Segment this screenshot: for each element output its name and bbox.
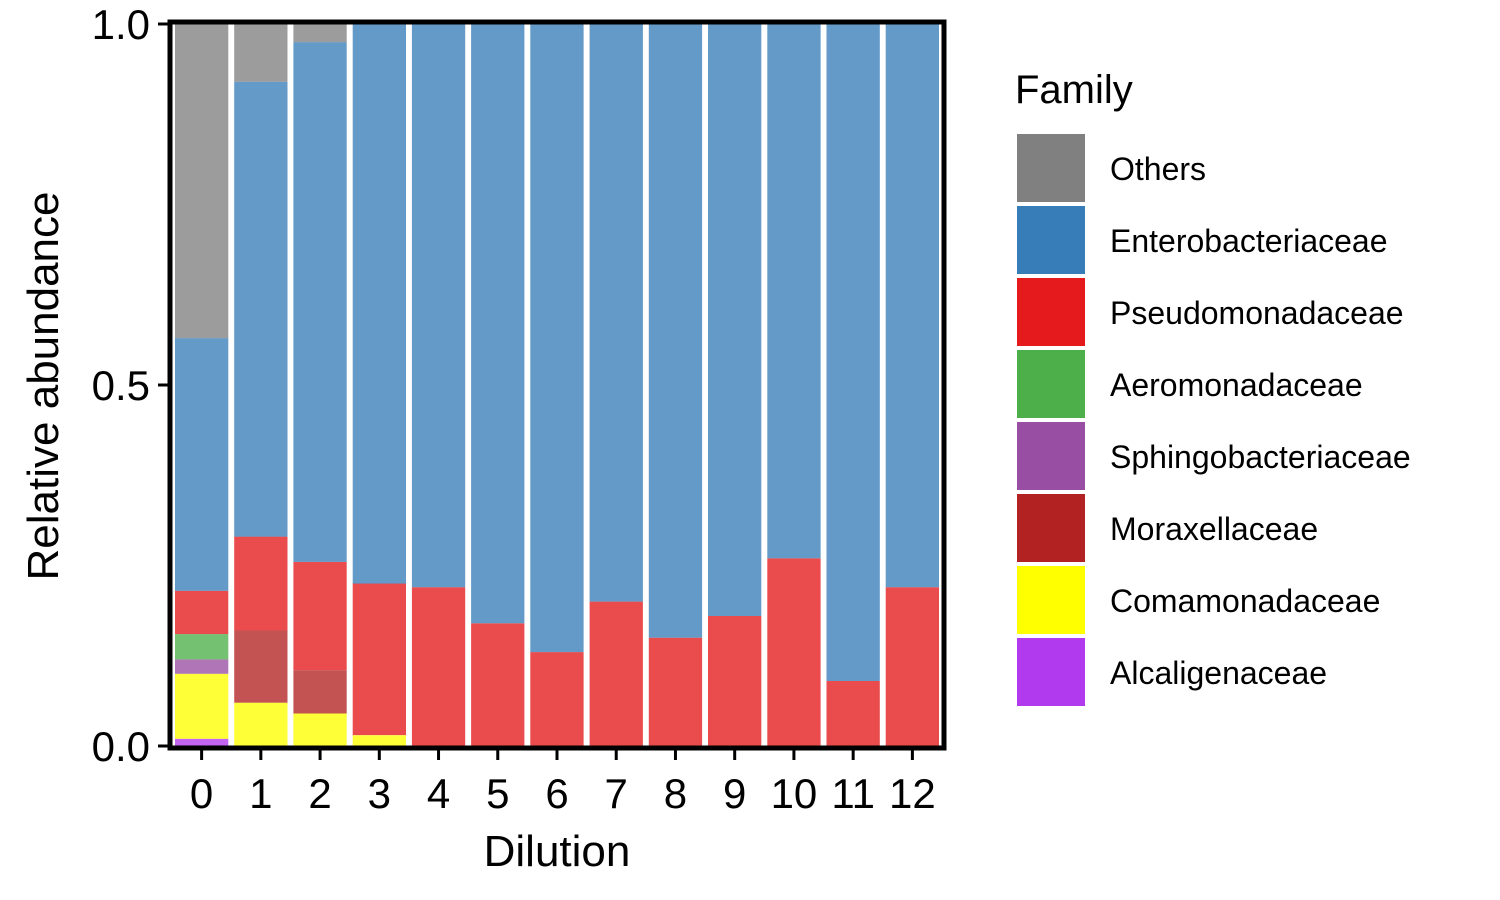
x-tick-label: 5 [486,770,509,817]
legend-swatch-comamonadaceae [1017,566,1085,634]
bar-segment-enterobacteriaceae-2 [293,42,347,562]
legend-swatch-alcaligenaceae [1017,638,1085,706]
bar-segment-enterobacteriaceae-6 [530,24,584,653]
x-tick-label: 10 [771,770,818,817]
bar-segment-comamonadaceae-3 [352,735,406,746]
bar-segment-comamonadaceae-1 [234,702,288,746]
bar-segment-pseudomonadaceae-11 [826,681,880,746]
bar-segment-pseudomonadaceae-7 [589,601,643,746]
x-tick-label: 7 [605,770,628,817]
legend-swatch-moraxellaceae [1017,494,1085,562]
x-tick-label: 12 [889,770,936,817]
x-axis-title: Dilution [484,827,631,876]
x-tick-label: 4 [427,770,450,817]
x-tick-label: 9 [723,770,746,817]
bar-segment-pseudomonadaceae-10 [767,558,821,746]
bar-segment-pseudomonadaceae-3 [352,583,406,736]
bar-segment-aeromonadaceae-0 [175,634,229,660]
bar-segment-pseudomonadaceae-9 [708,616,762,746]
bar-segment-others-0 [175,24,229,339]
bar-segment-pseudomonadaceae-4 [411,587,466,746]
bar-segment-enterobacteriaceae-9 [708,24,762,616]
x-tick-label: 3 [368,770,391,817]
bar-segment-enterobacteriaceae-5 [471,24,525,624]
bar-segment-comamonadaceae-2 [293,713,347,746]
legend-swatch-enterobacteriaceae [1017,206,1085,274]
legend-label-alcaligenaceae: Alcaligenaceae [1110,655,1327,691]
legend: Others Enterobacteriaceae Pseudomonadaceae… [1017,134,1411,706]
y-tick-label: 1.0 [92,1,150,48]
bar-segment-alcaligenaceae-0 [175,738,229,746]
bar-segment-moraxellaceae-2 [293,670,347,714]
legend-label-sphingobacteriaceae: Sphingobacteriaceae [1110,439,1411,475]
bar-segment-enterobacteriaceae-1 [234,81,288,537]
bar-segment-pseudomonadaceae-12 [885,587,939,746]
x-tick-label: 2 [308,770,331,817]
legend-swatch-others [1017,134,1085,202]
bar-segment-comamonadaceae-0 [175,673,229,739]
bar-segment-pseudomonadaceae-1 [234,536,288,631]
legend-label-comamonadaceae: Comamonadaceae [1110,583,1380,619]
x-tick-label: 11 [831,770,875,817]
legend-label-enterobacteriaceae: Enterobacteriaceae [1110,223,1388,259]
y-axis: 0.0 0.5 1.0 [92,1,170,770]
x-tick-label: 6 [545,770,568,817]
bar-segment-pseudomonadaceae-6 [530,652,584,746]
bar-segment-enterobacteriaceae-3 [352,20,406,584]
bar-segment-enterobacteriaceae-7 [589,24,643,602]
legend-swatch-aeromonadaceae [1017,350,1085,418]
bar-segment-others-1 [234,24,288,82]
legend-label-others: Others [1110,151,1206,187]
bar-segment-pseudomonadaceae-0 [175,590,229,635]
bar-segment-enterobacteriaceae-4 [411,24,466,588]
x-tick-label: 8 [664,770,687,817]
bar-segment-enterobacteriaceae-10 [767,24,821,559]
bar-segment-enterobacteriaceae-12 [885,24,939,588]
legend-label-moraxellaceae: Moraxellaceae [1110,511,1318,547]
bar-segment-sphingobacteriaceae-0 [175,659,229,674]
legend-label-aeromonadaceae: Aeromonadaceae [1110,367,1363,403]
bar-segment-enterobacteriaceae-8 [648,24,703,638]
bar-segment-enterobacteriaceae-0 [175,338,229,591]
legend-label-pseudomonadaceae: Pseudomonadaceae [1110,295,1404,331]
x-axis: 0 1 2 3 4 5 6 7 8 9 10 11 12 [190,748,936,817]
legend-swatch-pseudomonadaceae [1017,278,1085,346]
bar-segment-pseudomonadaceae-2 [293,561,347,671]
bar-segment-others-2 [293,24,347,43]
legend-swatch-sphingobacteriaceae [1017,422,1085,490]
legend-title: Family [1015,68,1133,112]
x-tick-label: 1 [249,770,272,817]
y-tick-label: 0.5 [92,362,150,409]
bar-segment-enterobacteriaceae-11 [826,24,880,681]
x-tick-label: 0 [190,770,213,817]
y-axis-title: Relative abundance [19,192,68,581]
bar-segment-moraxellaceae-1 [234,630,288,703]
bar-segment-pseudomonadaceae-5 [471,623,525,746]
bar-segment-pseudomonadaceae-8 [648,637,703,746]
bars [175,20,939,746]
y-tick-label: 0.0 [92,723,150,770]
